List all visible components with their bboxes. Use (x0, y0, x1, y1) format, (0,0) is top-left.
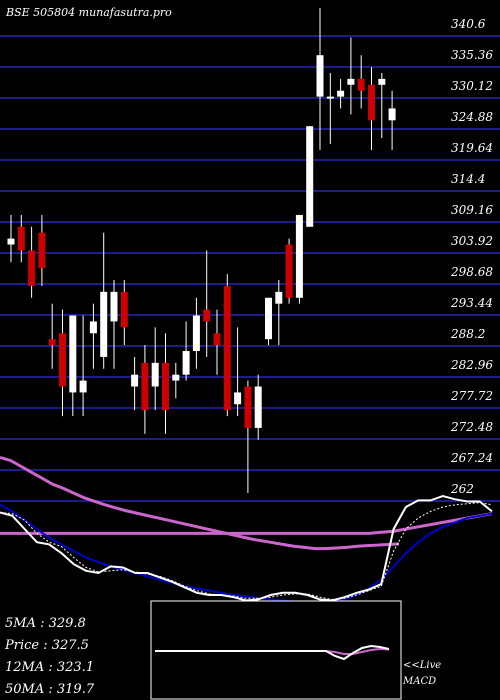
y-tick-label: 303.92 (451, 234, 493, 248)
y-tick-label: 282.96 (450, 358, 493, 372)
y-tick-label: 319.64 (451, 141, 493, 155)
macd-panel (150, 600, 402, 700)
macd-live-label: <<Live (403, 660, 442, 671)
candle-body (7, 238, 15, 245)
y-tick-label: 272.48 (450, 420, 493, 434)
indicator-blue-line (0, 503, 493, 603)
y-tick-label: 288.2 (450, 327, 485, 341)
candle-body (306, 126, 314, 227)
candle-body (203, 309, 211, 322)
macd-main-line (155, 644, 390, 661)
y-tick-label: 298.68 (450, 265, 493, 279)
candle-body (38, 232, 46, 269)
price-candles (7, 7, 396, 493)
candle-body (378, 78, 386, 85)
price-gridlines (0, 35, 500, 502)
indicator-panel (0, 494, 493, 603)
y-tick-label: 335.36 (451, 48, 493, 62)
y-tick-label: 309.16 (451, 203, 493, 217)
candle-body (234, 392, 242, 405)
candle-body (326, 96, 334, 99)
ma5-readout: 5MA : 329.8 (5, 616, 86, 631)
candle-body (100, 291, 108, 357)
y-tick-label: 293.44 (450, 296, 493, 310)
candle-body (172, 374, 180, 381)
y-tick-label: 330.12 (451, 79, 493, 93)
chart-title: BSE 505804 munafasutra.pro (6, 6, 172, 19)
candle-body (285, 244, 293, 298)
price-readout: Price : 327.5 (5, 638, 89, 653)
candle-body (275, 291, 283, 304)
ma50-line (0, 456, 400, 551)
candle-body (316, 55, 324, 97)
candle-body (28, 250, 36, 286)
indicator-dotted-line (0, 502, 493, 600)
candle-body (254, 386, 262, 428)
indicator-white-line (0, 494, 493, 602)
candle-body (337, 90, 345, 97)
candle-body (357, 78, 365, 91)
candle-body (141, 362, 149, 411)
candle-body (213, 333, 221, 346)
candle-body (79, 380, 87, 393)
candle-body (265, 297, 272, 340)
candle-body (69, 315, 77, 393)
y-tick-label: 267.24 (450, 451, 493, 465)
candle-body (244, 386, 252, 428)
candle-body (120, 291, 128, 328)
candle-body (131, 374, 139, 387)
candle-body (182, 351, 190, 375)
candle-body (368, 84, 375, 121)
candle-body (151, 362, 159, 387)
candle-body (59, 333, 66, 387)
y-tick-label: 340.6 (451, 17, 486, 31)
y-tick-label: 324.88 (451, 110, 493, 124)
price-axis-labels: 340.6 335.36 330.12 324.88 319.64 314.4 309.16… (450, 17, 493, 496)
candle-body (192, 315, 200, 352)
macd-label: MACD (403, 676, 437, 687)
candle-body (223, 285, 231, 411)
candle-body (48, 339, 56, 346)
candle-body (110, 291, 118, 322)
y-tick-label: 314.4 (451, 172, 485, 186)
ma12-readout: 12MA : 323.1 (5, 660, 95, 675)
ma50-polyline (0, 456, 400, 551)
y-tick-label: 262 (450, 482, 474, 496)
y-tick-label: 277.72 (450, 389, 493, 403)
ma50-readout: 50MA : 319.7 (5, 682, 95, 697)
indicator-pink-line (0, 512, 493, 535)
candle-body (388, 108, 396, 121)
candle-body (295, 214, 303, 298)
candle-body (162, 362, 169, 411)
candle-body (347, 78, 355, 85)
candle-body (89, 321, 97, 334)
candle-body (17, 226, 25, 251)
